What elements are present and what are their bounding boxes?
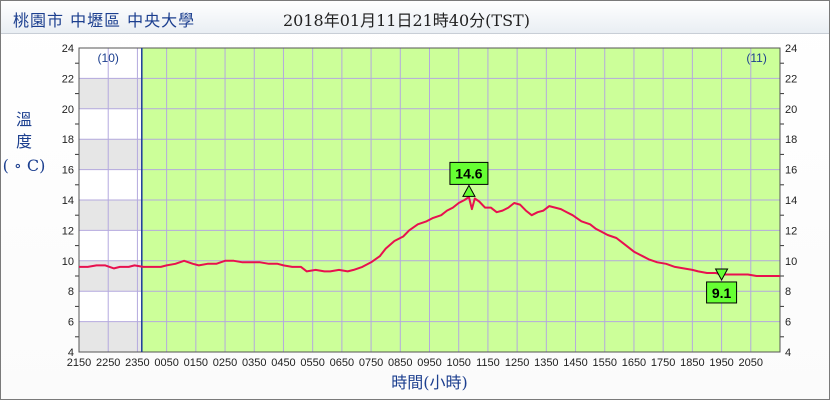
y-tick-label: 14 <box>62 195 74 207</box>
x-tick-label: 1050 <box>446 357 470 369</box>
extreme-markers: 14.6 9.1 <box>449 161 738 304</box>
temperature-line <box>79 196 780 277</box>
day-label: (11) <box>746 51 766 65</box>
x-tick-label: 1950 <box>709 357 733 369</box>
x-tick-label: 0650 <box>330 357 354 369</box>
chart-header: 桃園市 中壢區 中央大學 2018年01月11日21時40分(TST) <box>1 1 829 34</box>
previous-day-band <box>79 139 142 170</box>
x-axis-ticks: 2150 2250 2350 0050 0150 0250 0350 0450 0550 0650… <box>67 357 763 369</box>
y-tick-label: 12 <box>62 225 74 237</box>
y-tick-label: 16 <box>62 165 74 177</box>
x-tick-label: 1350 <box>534 357 558 369</box>
y-tick-label: 8 <box>785 286 791 298</box>
x-axis-title: 時間(小時) <box>391 373 468 392</box>
x-tick-label: 1750 <box>651 357 675 369</box>
x-tick-label: 0050 <box>154 357 178 369</box>
y-tick-label: 24 <box>785 43 797 55</box>
x-tick-label: 0950 <box>417 357 441 369</box>
plot-border <box>78 47 781 353</box>
x-tick-label: 0850 <box>388 357 412 369</box>
grid-lines <box>75 47 784 353</box>
day-label: (10) <box>98 51 119 65</box>
y-tick-label: 10 <box>785 256 797 268</box>
day-labels: (10) (11) <box>98 51 767 65</box>
x-tick-label: 0350 <box>242 357 266 369</box>
x-tick-label: 0750 <box>359 357 383 369</box>
y-tick-label: 6 <box>785 317 791 329</box>
station-name: 桃園市 中壢區 中央大學 <box>13 11 196 30</box>
y-tick-label: 10 <box>62 256 74 268</box>
previous-day-band <box>79 78 142 109</box>
min-value-label: 9.1 <box>712 285 732 301</box>
x-tick-label: 2350 <box>125 357 149 369</box>
previous-day-band <box>79 200 142 231</box>
y-tick-label: 12 <box>785 225 797 237</box>
x-tick-label: 0450 <box>271 357 295 369</box>
max-triangle-icon <box>462 184 476 197</box>
y-axis-right-ticks: 4 6 8 10 12 14 16 18 20 22 24 <box>785 43 797 359</box>
min-triangle-icon <box>714 268 729 282</box>
x-tick-label: 1450 <box>563 357 587 369</box>
x-tick-label: 1550 <box>593 357 617 369</box>
y-tick-label: 4 <box>68 347 74 359</box>
x-tick-label: 0250 <box>213 357 237 369</box>
y-axis-title: 溫度 ( ∘ C) <box>3 110 46 175</box>
x-tick-label: 2150 <box>67 357 91 369</box>
y-tick-label: 18 <box>785 134 797 146</box>
y-tick-label: 14 <box>785 195 797 207</box>
y-axis-left-ticks: 4 6 8 10 12 14 16 18 20 22 24 <box>62 43 74 359</box>
y-tick-label: 22 <box>62 73 74 85</box>
y-tick-label: 22 <box>785 73 797 85</box>
max-value-label: 14.6 <box>455 165 482 181</box>
x-tick-label: 2250 <box>96 357 120 369</box>
x-tick-label: 1250 <box>505 357 529 369</box>
y-axis-title-char: 溫 <box>16 110 32 129</box>
y-tick-label: 20 <box>62 104 74 116</box>
min-value-box <box>706 281 738 304</box>
y-tick-label: 24 <box>62 43 74 55</box>
max-value-box <box>449 161 489 185</box>
y-tick-label: 18 <box>62 134 74 146</box>
x-tick-label: 0150 <box>184 357 208 369</box>
y-tick-label: 6 <box>68 317 74 329</box>
previous-day-band <box>79 321 142 352</box>
x-tick-label: 1650 <box>622 357 646 369</box>
x-tick-label: 1850 <box>680 357 704 369</box>
y-tick-label: 8 <box>68 286 74 298</box>
y-tick-label: 4 <box>785 347 791 359</box>
y-axis-unit: ( ∘ C) <box>3 156 46 175</box>
observation-time: 2018年01月11日21時40分(TST) <box>283 11 530 30</box>
x-tick-label: 2050 <box>739 357 763 369</box>
y-axis-title-char: 度 <box>16 132 32 151</box>
y-tick-label: 20 <box>785 104 797 116</box>
x-tick-label: 1150 <box>476 357 500 369</box>
y-tick-label: 16 <box>785 165 797 177</box>
x-tick-label: 0550 <box>300 357 324 369</box>
